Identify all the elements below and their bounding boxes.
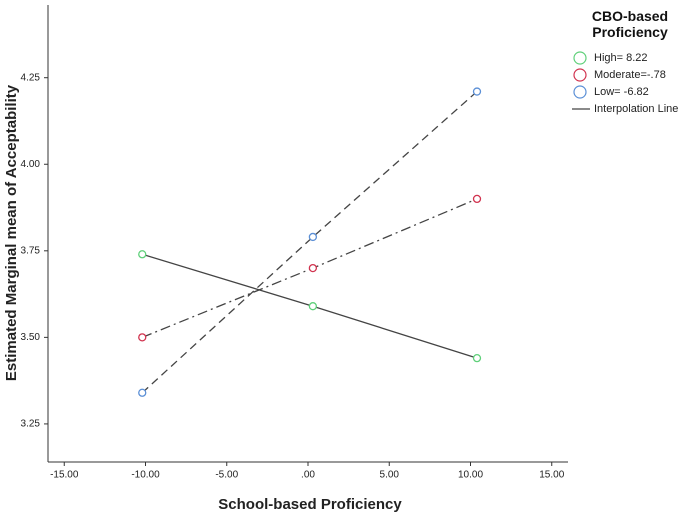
x-tick-label: 10.00 xyxy=(458,470,483,481)
marker xyxy=(308,302,318,311)
marker xyxy=(308,232,318,242)
legend-marker xyxy=(573,85,587,99)
marker xyxy=(472,353,482,363)
x-tick-label: -5.00 xyxy=(215,470,238,481)
legend-label: Interpolation Line xyxy=(594,103,678,115)
legend-label: Low= -6.82 xyxy=(594,86,649,98)
series-line xyxy=(141,91,478,394)
x-tick-label: .00 xyxy=(301,470,315,481)
legend-title: CBO-based Proficiency xyxy=(591,8,669,40)
legend-marker xyxy=(573,68,587,82)
y-axis-label: Estimated Marginal mean of Acceptability xyxy=(3,84,20,381)
legend-label: High= 8.22 xyxy=(594,52,648,64)
legend-label: Moderate=-.78 xyxy=(594,69,666,81)
marker xyxy=(472,194,482,204)
x-tick-label: 5.00 xyxy=(380,470,400,481)
marker xyxy=(472,87,482,96)
x-axis-label: School-based Proficiency xyxy=(218,496,402,513)
y-tick-label: 3.75 xyxy=(21,245,41,256)
y-tick-label: 3.50 xyxy=(21,332,41,343)
x-tick-label: 15.00 xyxy=(539,470,564,481)
y-tick-label: 4.25 xyxy=(21,72,41,83)
marker xyxy=(138,333,147,342)
legend-marker xyxy=(573,51,587,65)
y-tick-label: 3.25 xyxy=(21,419,41,430)
marker xyxy=(308,263,318,273)
marker xyxy=(138,250,147,259)
x-tick-label: -10.00 xyxy=(131,470,160,481)
marker xyxy=(138,388,147,397)
y-tick-label: 4.00 xyxy=(21,159,41,170)
x-tick-label: -15.00 xyxy=(50,470,79,481)
